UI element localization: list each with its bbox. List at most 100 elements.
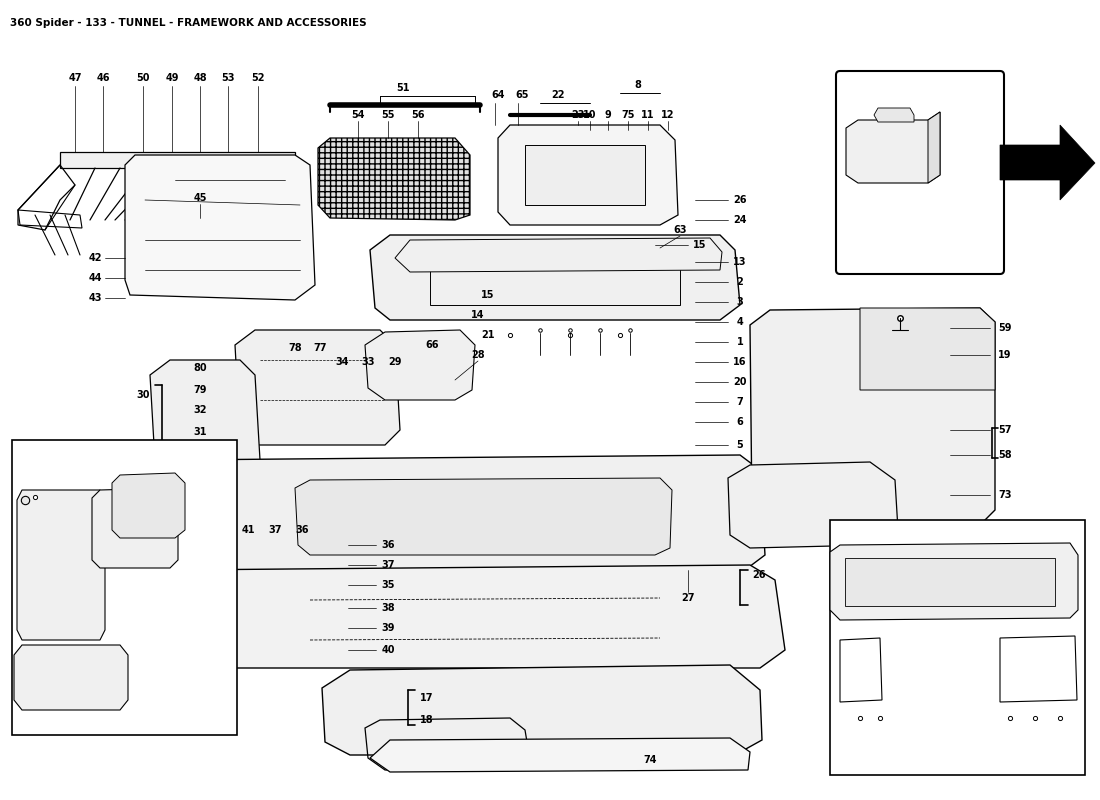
Text: 72: 72 xyxy=(52,470,65,480)
Text: 65: 65 xyxy=(515,90,529,100)
Bar xyxy=(830,520,1085,775)
Text: 27: 27 xyxy=(681,593,695,603)
Polygon shape xyxy=(112,473,185,538)
Text: F1: F1 xyxy=(1037,613,1053,623)
Polygon shape xyxy=(750,308,996,528)
Text: 18: 18 xyxy=(420,715,433,725)
Text: 56: 56 xyxy=(411,110,425,120)
Text: 55: 55 xyxy=(382,110,395,120)
Polygon shape xyxy=(322,665,762,755)
Text: 50: 50 xyxy=(136,73,150,83)
Bar xyxy=(525,145,645,205)
Text: 11: 11 xyxy=(641,110,654,120)
Text: 49: 49 xyxy=(165,73,178,83)
Polygon shape xyxy=(1000,125,1094,200)
Text: 59: 59 xyxy=(999,323,1012,333)
Text: 78: 78 xyxy=(288,343,301,353)
Text: 70: 70 xyxy=(121,470,134,480)
Text: 22: 22 xyxy=(886,83,901,93)
Text: 5: 5 xyxy=(737,440,744,450)
Text: 61: 61 xyxy=(1062,570,1075,580)
Text: 69: 69 xyxy=(88,470,101,480)
Text: 4: 4 xyxy=(909,528,915,538)
Text: 23: 23 xyxy=(904,98,920,108)
Bar xyxy=(430,255,680,305)
Text: 37: 37 xyxy=(382,560,395,570)
Text: 10: 10 xyxy=(583,110,596,120)
Text: 41: 41 xyxy=(241,525,255,535)
Text: 26: 26 xyxy=(734,195,747,205)
Text: 12: 12 xyxy=(661,110,674,120)
Text: 36: 36 xyxy=(295,525,309,535)
Text: 6: 6 xyxy=(737,417,744,427)
Text: 15: 15 xyxy=(482,290,495,300)
Text: 42: 42 xyxy=(88,253,101,263)
Text: 14: 14 xyxy=(471,310,485,320)
Text: GD: GD xyxy=(96,443,128,462)
Text: 21: 21 xyxy=(482,330,495,340)
Text: 58: 58 xyxy=(998,450,1012,460)
Text: 29: 29 xyxy=(388,357,401,367)
Text: 33: 33 xyxy=(361,357,375,367)
Polygon shape xyxy=(365,330,475,400)
Text: 3: 3 xyxy=(889,528,895,538)
Text: 52: 52 xyxy=(251,73,265,83)
Text: 39: 39 xyxy=(382,623,395,633)
Bar xyxy=(845,558,1055,606)
Text: 47: 47 xyxy=(68,73,81,83)
Text: 31: 31 xyxy=(194,427,207,437)
Polygon shape xyxy=(370,738,750,772)
Text: 76: 76 xyxy=(35,695,48,705)
Text: 57: 57 xyxy=(999,425,1012,435)
Text: 43: 43 xyxy=(88,293,101,303)
Polygon shape xyxy=(125,155,315,300)
Text: 68: 68 xyxy=(163,640,177,650)
Text: 48: 48 xyxy=(194,73,207,83)
Text: 1: 1 xyxy=(848,528,856,538)
Text: 9: 9 xyxy=(605,110,612,120)
Bar xyxy=(12,440,236,735)
Text: 22: 22 xyxy=(551,90,564,100)
Text: 67: 67 xyxy=(178,615,191,625)
Text: 40: 40 xyxy=(382,645,395,655)
Text: 32: 32 xyxy=(194,405,207,415)
Text: 2: 2 xyxy=(869,528,876,538)
Polygon shape xyxy=(728,462,898,548)
Polygon shape xyxy=(874,108,914,122)
Text: 360 Spider - 133 - TUNNEL - FRAMEWORK AND ACCESSORIES: 360 Spider - 133 - TUNNEL - FRAMEWORK AN… xyxy=(10,18,366,28)
Polygon shape xyxy=(14,645,128,710)
Text: 37: 37 xyxy=(268,525,282,535)
Text: 20: 20 xyxy=(734,377,747,387)
Text: 38: 38 xyxy=(382,603,395,613)
Text: 16: 16 xyxy=(734,357,747,367)
Text: 24: 24 xyxy=(734,215,747,225)
Text: 63: 63 xyxy=(673,225,686,235)
Text: 64: 64 xyxy=(492,90,505,100)
Polygon shape xyxy=(370,235,740,320)
Text: 66: 66 xyxy=(426,340,439,350)
Text: 7: 7 xyxy=(737,397,744,407)
Text: 53: 53 xyxy=(221,73,234,83)
Polygon shape xyxy=(150,360,260,475)
Text: 30: 30 xyxy=(136,390,150,400)
Polygon shape xyxy=(928,112,940,183)
Text: 73: 73 xyxy=(999,490,1012,500)
Polygon shape xyxy=(846,112,940,183)
Text: 46: 46 xyxy=(97,73,110,83)
Polygon shape xyxy=(152,455,764,570)
Text: 22: 22 xyxy=(887,87,900,97)
Text: F1: F1 xyxy=(1026,526,1054,545)
Polygon shape xyxy=(16,490,104,640)
Text: 1: 1 xyxy=(737,337,744,347)
Text: 36: 36 xyxy=(382,540,395,550)
Text: 44: 44 xyxy=(88,273,101,283)
Text: 2: 2 xyxy=(737,277,744,287)
Text: 54: 54 xyxy=(351,110,365,120)
Text: 26: 26 xyxy=(752,570,766,580)
Text: 75: 75 xyxy=(621,110,635,120)
Text: 74: 74 xyxy=(644,755,657,765)
Text: 79: 79 xyxy=(194,385,207,395)
Text: 13: 13 xyxy=(734,257,747,267)
Text: 80: 80 xyxy=(194,363,207,373)
Text: res: res xyxy=(483,463,617,537)
